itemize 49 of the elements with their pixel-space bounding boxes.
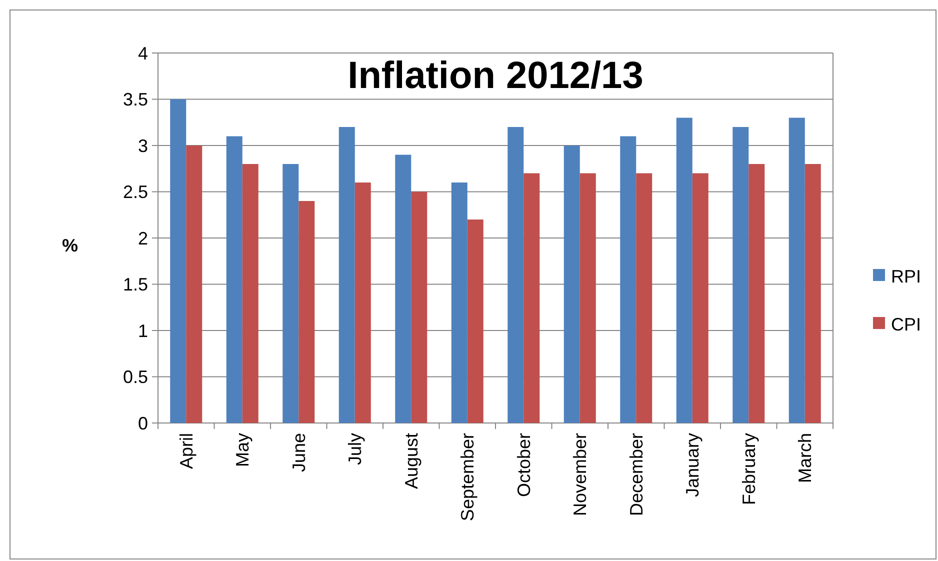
bar <box>620 136 636 423</box>
y-tick-label: 1 <box>138 320 148 341</box>
x-tick-label: October <box>514 432 534 498</box>
bar <box>242 164 258 423</box>
y-tick-label: 2.5 <box>122 182 148 202</box>
x-tick-label: August <box>401 433 422 490</box>
bar <box>338 127 355 423</box>
bar <box>226 136 242 423</box>
bar <box>451 182 468 423</box>
bar <box>564 146 580 423</box>
bar <box>298 201 315 423</box>
bar <box>395 154 412 423</box>
x-tick-label: March <box>795 433 816 484</box>
x-tick-label: July <box>345 433 366 466</box>
y-tick-label: 0 <box>138 413 148 434</box>
bar <box>748 164 765 423</box>
x-tick-label: February <box>738 433 759 506</box>
y-tick-label: 3 <box>138 136 148 156</box>
x-tick-label: May <box>232 433 253 468</box>
bar <box>580 173 596 423</box>
chart-title: Inflation 2012/13 <box>348 55 644 97</box>
y-tick-label: 2 <box>138 228 148 248</box>
bar <box>732 127 749 423</box>
bar <box>467 220 484 423</box>
x-tick-label: December <box>626 432 646 516</box>
legend-label: RPI <box>891 266 922 286</box>
bar <box>788 118 805 423</box>
bar <box>676 118 692 423</box>
y-tick-label: 1.5 <box>122 274 148 295</box>
legend-label: CPI <box>891 314 922 334</box>
bar <box>804 164 821 423</box>
bar <box>692 173 708 423</box>
x-tick-label: June <box>288 433 309 472</box>
x-tick-label: September <box>458 433 478 522</box>
y-tick-label: 0.5 <box>122 367 148 388</box>
bar <box>411 192 428 423</box>
bar <box>170 99 186 423</box>
y-axis-title: % <box>62 235 78 256</box>
x-tick-label: April <box>176 433 196 470</box>
bar <box>186 146 202 423</box>
bar <box>282 164 299 423</box>
y-tick-label: 3.5 <box>122 90 148 110</box>
bar <box>508 127 524 423</box>
y-tick-label: 4 <box>138 43 148 64</box>
bar <box>354 182 371 423</box>
bar <box>636 173 652 423</box>
x-tick-label: January <box>682 433 703 498</box>
bar <box>524 173 540 423</box>
x-tick-label: November <box>570 432 590 516</box>
